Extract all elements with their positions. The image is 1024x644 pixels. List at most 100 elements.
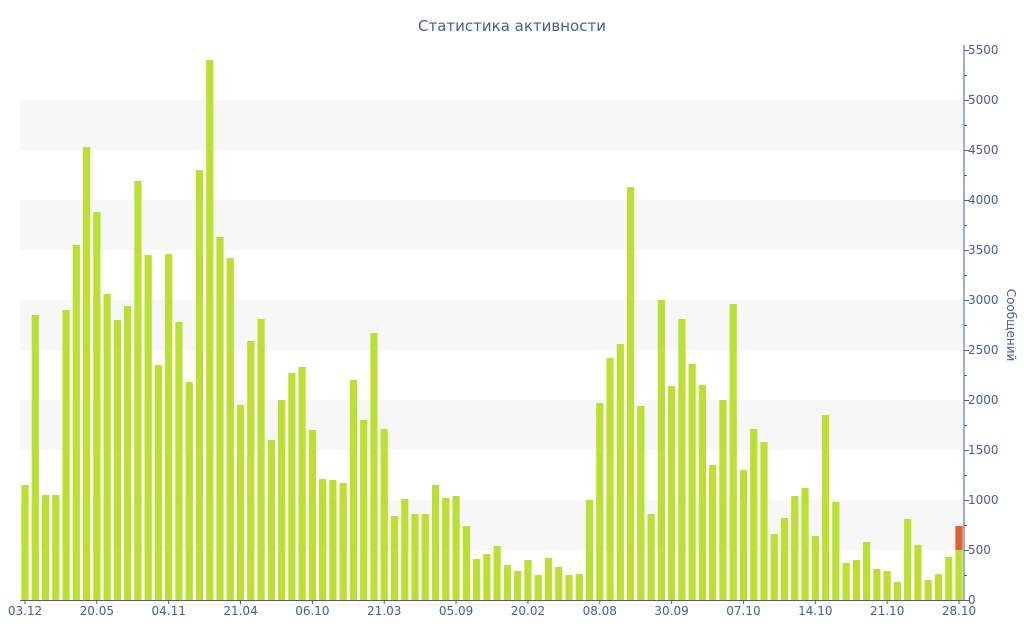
bar	[195, 170, 204, 600]
x-tick-label: 21.04	[223, 604, 257, 618]
bar	[668, 386, 676, 600]
bar	[637, 406, 645, 600]
bar	[945, 557, 953, 600]
bar	[832, 502, 840, 600]
bar	[370, 333, 378, 600]
bar	[924, 580, 932, 600]
bar	[380, 429, 388, 600]
bar	[811, 536, 819, 600]
bar	[914, 545, 922, 600]
grid-band	[20, 200, 963, 250]
bar	[41, 495, 50, 600]
bar	[401, 499, 409, 600]
bar	[247, 341, 255, 600]
bar	[339, 483, 347, 600]
y-tick-label: 5500	[968, 43, 999, 57]
bar	[134, 181, 142, 600]
bar	[904, 519, 912, 600]
bar	[852, 560, 860, 600]
bar	[216, 237, 224, 600]
grid-bands	[20, 100, 963, 550]
bar	[688, 364, 696, 600]
x-tick-label: 03.12	[8, 604, 42, 618]
bar	[144, 255, 152, 600]
bar	[319, 479, 327, 600]
bar	[575, 574, 583, 600]
bar	[21, 485, 29, 600]
y-tick-label: 2000	[968, 393, 999, 407]
bar	[442, 498, 450, 600]
bar	[729, 304, 737, 600]
bar	[349, 380, 358, 600]
bar	[524, 560, 532, 600]
bar	[277, 400, 286, 600]
x-tick-label: 20.05	[80, 604, 114, 618]
bar	[514, 571, 522, 600]
bar	[165, 254, 173, 600]
x-tick-label: 06.10	[295, 604, 329, 618]
bar	[298, 367, 306, 600]
bar	[863, 542, 871, 600]
bar	[596, 403, 604, 600]
bar	[154, 365, 163, 600]
bar	[750, 429, 758, 600]
bar	[288, 373, 296, 600]
bar	[503, 565, 511, 600]
bar	[360, 420, 368, 600]
bar	[565, 575, 573, 600]
y-axis: 0 500 1000 1500 2000 2500 3000 3500 4000 4500 5000…	[963, 43, 999, 607]
bar	[544, 558, 553, 600]
bar	[616, 344, 624, 600]
x-tick-label: 08.08	[583, 604, 617, 618]
y-tick-label: 2500	[968, 343, 999, 357]
y-tick-label: 1000	[968, 493, 999, 507]
bar	[555, 567, 563, 600]
bar	[72, 245, 80, 600]
bar	[113, 320, 121, 600]
bar	[739, 470, 748, 600]
x-tick-label: 14.10	[798, 604, 832, 618]
bar	[719, 400, 727, 600]
x-tick-label: 21.10	[870, 604, 904, 618]
x-tick-label: 28.10	[942, 604, 976, 618]
bar	[267, 440, 275, 600]
chart-title: Статистика активности	[418, 17, 606, 35]
bar	[206, 60, 214, 600]
bar	[236, 405, 245, 600]
y-tick-label: 3500	[968, 243, 999, 257]
grid-band	[20, 100, 963, 150]
bar	[955, 550, 963, 600]
bars	[21, 60, 963, 600]
bar	[534, 575, 542, 600]
x-tick-label: 30.09	[654, 604, 688, 618]
bar	[873, 569, 881, 600]
bar	[257, 319, 265, 600]
bar	[411, 514, 419, 600]
bar	[103, 294, 111, 600]
bar	[678, 319, 686, 600]
bar	[124, 306, 132, 600]
bar	[883, 571, 891, 600]
bar	[93, 212, 101, 600]
y-tick-label: 4500	[968, 143, 999, 157]
bar	[709, 465, 717, 600]
bar	[329, 480, 337, 600]
bar-highlight	[955, 526, 963, 550]
x-tick-label: 21.03	[367, 604, 401, 618]
bar	[770, 534, 778, 600]
bar	[462, 526, 470, 600]
x-tick-label: 20.02	[511, 604, 545, 618]
x-tick-label: 05.09	[439, 604, 473, 618]
bar	[82, 147, 91, 600]
y-tick-label: 0	[968, 593, 976, 607]
x-tick-label: 04.11	[152, 604, 186, 618]
bar	[760, 442, 768, 600]
grid-band	[20, 300, 963, 350]
bar	[226, 258, 234, 600]
bar	[934, 574, 943, 600]
bar	[657, 300, 665, 600]
bar	[893, 582, 902, 600]
bar	[606, 358, 614, 600]
y-tick-label: 5000	[968, 93, 999, 107]
bar	[421, 514, 429, 600]
